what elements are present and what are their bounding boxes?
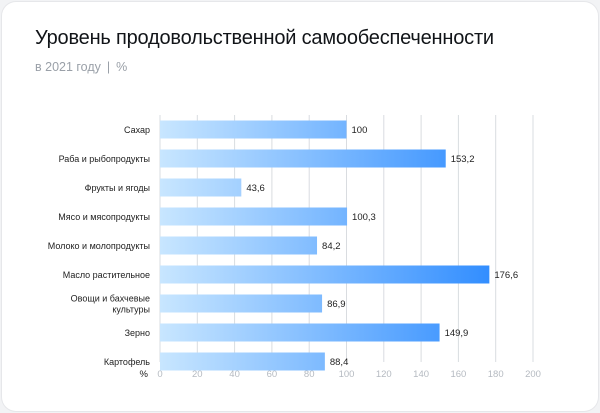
category-label-line: Молоко и молопродукты [48, 241, 150, 251]
category-label-line: Картофель [104, 357, 150, 367]
category-label: Масло растительное [63, 270, 150, 280]
category-label: Фрукты и ягоды [85, 183, 150, 193]
x-tick-label: 160 [450, 369, 466, 380]
category-label: Картофель [104, 357, 150, 367]
category-label-line: Овощи и бахчевые [71, 294, 150, 304]
category-label-line: Масло растительное [63, 270, 150, 280]
bars [160, 120, 490, 371]
x-tick-label: 200 [525, 369, 541, 380]
bar [160, 178, 242, 197]
bar [160, 323, 440, 342]
bar-value-label: 100 [352, 125, 368, 136]
bar [160, 207, 348, 226]
x-tick-label: 120 [376, 369, 392, 380]
chart-title: Уровень продовольственной самообеспеченн… [35, 27, 494, 49]
bar-value-label: 43,6 [246, 183, 265, 194]
bar-value-label: 176,6 [494, 270, 518, 281]
category-label: Молоко и молопродукты [48, 241, 150, 251]
category-label: Раба и рыбопродукты [59, 154, 150, 164]
bar [160, 149, 446, 168]
x-tick-label: 140 [413, 369, 429, 380]
x-tick-label: 0 [157, 369, 162, 380]
bar-value-label: 153,2 [451, 154, 475, 165]
chart-subtitle: в 2021 году |% [35, 60, 127, 74]
x-axis-unit-label: % [140, 369, 149, 380]
category-label-line: Фрукты и ягоды [85, 183, 150, 193]
bar-value-label: 84,2 [322, 241, 341, 252]
category-label-line: культуры [112, 305, 150, 315]
x-tick-label: 40 [229, 369, 240, 380]
subtitle-year: в 2021 году [35, 60, 101, 74]
bar [160, 294, 323, 313]
x-tick-label: 180 [488, 369, 504, 380]
labels: 0 20 40 60 80 100 120 140 160 180 200% 100 Сахар 153,… [48, 125, 541, 380]
subtitle-separator: | [106, 60, 111, 74]
category-label: Зерно [125, 328, 150, 338]
bar [160, 352, 325, 371]
bar [160, 120, 347, 139]
category-label: Овощи и бахчевые культуры [71, 294, 150, 315]
bar-value-label: 149,9 [445, 328, 469, 339]
category-label-line: Зерно [125, 328, 150, 338]
x-tick-label: 60 [267, 369, 278, 380]
x-tick-label: 80 [304, 369, 315, 380]
bar-value-label: 86,9 [327, 299, 346, 310]
bar-value-label: 100,3 [352, 212, 376, 223]
bar [160, 236, 318, 255]
subtitle-unit: % [116, 60, 128, 74]
category-label-line: Мясо и мясопродукты [58, 212, 150, 222]
category-label-line: Раба и рыбопродукты [59, 154, 150, 164]
category-label-line: Сахар [124, 125, 150, 135]
bar [160, 265, 490, 284]
x-tick-label: 20 [192, 369, 203, 380]
category-label: Сахар [124, 125, 150, 135]
category-label: Мясо и мясопродукты [58, 212, 150, 222]
bar-value-label: 88,4 [330, 357, 349, 368]
x-tick-label: 100 [339, 369, 355, 380]
